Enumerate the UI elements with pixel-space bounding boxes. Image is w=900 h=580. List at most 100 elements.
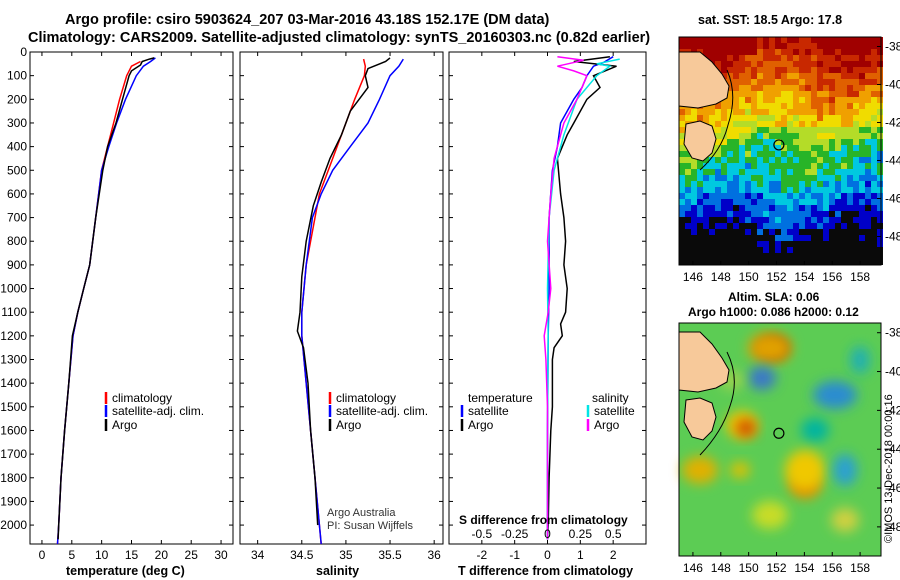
sla-anomaly-blob [833,454,857,486]
sst-cell [811,145,817,151]
sst-cell [877,199,883,205]
sst-cell [739,85,745,91]
sst-cell [799,217,805,223]
sst-cell [775,181,781,187]
sst-cell [871,223,877,229]
sst-cell [685,151,691,157]
sst-cell [847,163,853,169]
sst-cell [829,103,835,109]
sst-cell [709,187,715,193]
sst-cell [823,223,829,229]
sst-cell [721,235,727,241]
sst-cell [853,55,859,61]
sst-cell [835,187,841,193]
sst-cell [769,193,775,199]
sst-cell [757,259,763,265]
sst-cell [793,193,799,199]
sst-cell [859,121,865,127]
sst-cell [841,43,847,49]
sst-cell [733,115,739,121]
sst-cell [799,247,805,253]
sst-cell [727,187,733,193]
sst-cell [841,37,847,43]
sst-cell [859,55,865,61]
sst-cell [871,85,877,91]
sst-cell [679,217,685,223]
sst-cell [757,217,763,223]
x-tick-label: -1 [509,548,520,562]
sst-cell [823,259,829,265]
sst-cell [781,229,787,235]
sst-cell [817,115,823,121]
sst-cell [739,211,745,217]
sst-cell [799,253,805,259]
sst-cell [781,109,787,115]
y-tick-label: 1700 [0,447,27,461]
sst-cell [829,73,835,79]
sst-cell [823,217,829,223]
sst-cell [727,145,733,151]
sst-cell [739,187,745,193]
sst-cell [739,103,745,109]
sst-cell [769,235,775,241]
sst-cell [721,229,727,235]
sst-cell [691,115,697,121]
sst-cell [763,97,769,103]
sst-cell [793,67,799,73]
sst-cell [817,157,823,163]
sst-cell [739,169,745,175]
sst-cell [793,217,799,223]
sst-cell [799,139,805,145]
sst-cell [871,187,877,193]
sst-cell [859,253,865,259]
sst-cell [733,151,739,157]
sst-cell [865,211,871,217]
sst-cell [871,169,877,175]
sst-cell [733,253,739,259]
sst-cell [793,157,799,163]
sst-cell [787,43,793,49]
sst-cell [757,223,763,229]
sst-cell [763,241,769,247]
sst-cell [745,139,751,145]
sst-cell [805,121,811,127]
sla-anomaly-blob [730,462,750,478]
sst-cell [679,253,685,259]
sst-cell [715,169,721,175]
sst-cell [817,247,823,253]
sst-cell [847,49,853,55]
sst-cell [739,181,745,187]
sst-cell [871,49,877,55]
sst-cell [787,181,793,187]
sst-cell [745,127,751,133]
sst-cell [865,145,871,151]
sst-cell [685,235,691,241]
sst-cell [793,229,799,235]
sst-cell [757,61,763,67]
sst-cell [793,211,799,217]
sst-cell [775,151,781,157]
sst-cell [775,109,781,115]
sst-cell [847,37,853,43]
sst-cell [679,241,685,247]
sst-cell [853,193,859,199]
sst-cell [781,241,787,247]
sst-cell [781,103,787,109]
s-tick-label: 0 [544,527,551,541]
sst-cell [781,97,787,103]
sst-cell [769,73,775,79]
sst-cell [835,49,841,55]
sst-cell [679,139,685,145]
sst-cell [811,211,817,217]
sst-cell [811,133,817,139]
sst-cell [709,259,715,265]
sst-cell [859,61,865,67]
sst-cell [721,175,727,181]
lon-tick-label: 156 [822,270,842,284]
sst-cell [763,199,769,205]
y-tick-label: 1900 [0,494,27,508]
sla-latitude-ticks: -38 -40 -42 -44 -46 -48 [877,326,900,534]
legend-label-argo: Argo [112,418,138,432]
title-line-2: Climatology: CARS2009. Satellite-adjuste… [28,30,651,46]
sst-cell [745,229,751,235]
